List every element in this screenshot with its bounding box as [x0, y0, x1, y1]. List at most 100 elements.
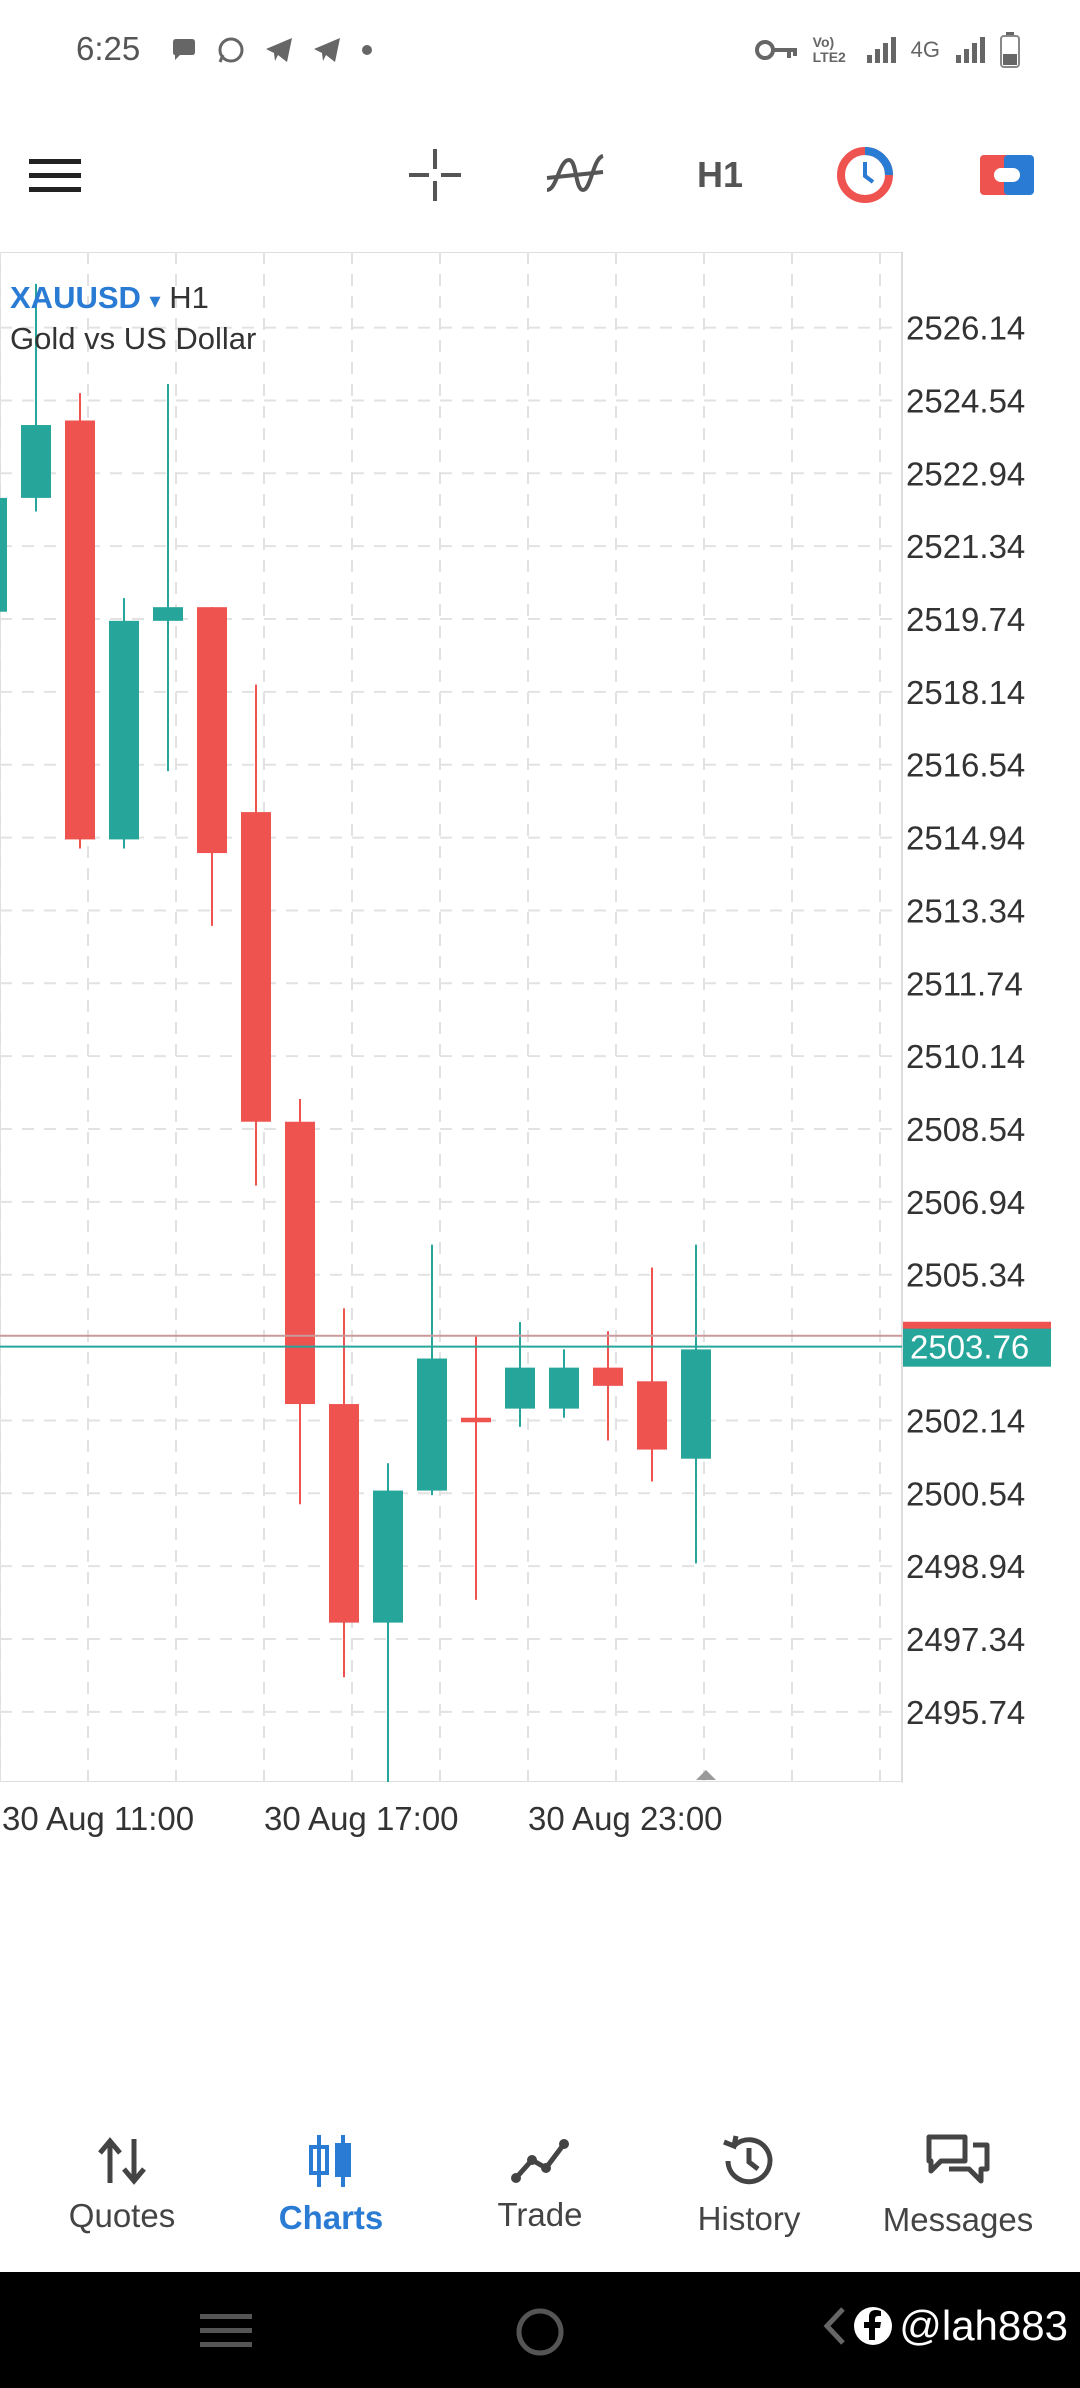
nav-quotes[interactable]: Quotes: [22, 2100, 222, 2270]
candle-body: [593, 1367, 623, 1386]
y-tick-label: 2514.94: [906, 820, 1025, 857]
status-bar: 6:25 Vo) LTE2 4G: [0, 0, 1080, 100]
candle-body: [373, 1490, 403, 1623]
y-tick-label: 2524.54: [906, 382, 1025, 419]
y-tick-label: 2522.94: [906, 455, 1025, 492]
timeframe-label: H1: [696, 154, 744, 195]
candle-body: [461, 1417, 491, 1423]
x-tick-label: 30 Aug 17:00: [264, 1800, 459, 1837]
key-icon: [754, 40, 797, 60]
candle-body: [681, 1349, 711, 1459]
nav-history[interactable]: History: [649, 2100, 849, 2270]
candle-body: [549, 1367, 579, 1409]
y-tick-label: 2495.74: [906, 1694, 1025, 1731]
candlestick-icon: [309, 2135, 351, 2187]
candle-body: [417, 1358, 447, 1491]
status-time: 6:25: [76, 30, 141, 67]
y-tick-label: 2513.34: [906, 892, 1025, 929]
candle-body: [241, 812, 271, 1122]
y-tick-label: 2521.34: [906, 528, 1025, 565]
facebook-icon: [854, 2307, 893, 2345]
volte-label: Vo) LTE2: [812, 34, 846, 65]
battery-icon: [1000, 32, 1020, 68]
indicators-button[interactable]: [540, 120, 610, 230]
symbol-info: XAUUSD ▾ H1 Gold vs US Dollar: [10, 278, 256, 357]
candle-body: [505, 1367, 535, 1409]
clock-icon: [837, 147, 893, 203]
plot-frame: [0, 251, 903, 1783]
y-tick-label: 2498.94: [906, 1548, 1025, 1585]
chart-toolbar: H1: [0, 120, 1080, 230]
y-tick-label: 2510.14: [906, 1038, 1025, 1075]
symbol-dropdown-icon[interactable]: ▾: [149, 288, 161, 313]
candle-body: [153, 607, 183, 621]
y-tick-label: 2497.34: [906, 1621, 1025, 1658]
back-chevron-icon[interactable]: [821, 2305, 847, 2347]
symbol-timeframe: H1: [169, 280, 209, 315]
y-tick-label: 2518.14: [906, 674, 1025, 711]
y-tick-label: 2519.74: [906, 601, 1025, 638]
status-right-icons: Vo) LTE2 4G: [754, 28, 1020, 72]
timeframe-button[interactable]: H1: [685, 120, 755, 230]
symbol-description: Gold vs US Dollar: [10, 321, 257, 356]
quotes-arrows-icon: [98, 2137, 146, 2185]
home-button[interactable]: [514, 2306, 566, 2358]
menu-button[interactable]: [20, 120, 90, 230]
signal-icon: [866, 37, 896, 63]
recent-apps-button[interactable]: [200, 2310, 252, 2350]
y-tick-label: 2508.54: [906, 1111, 1025, 1148]
one-click-trading-icon: [980, 155, 1034, 195]
telegram-icon: [266, 38, 292, 62]
watermark: @lah883: [821, 2302, 1068, 2350]
candle-body: [65, 420, 95, 840]
one-click-trading-button[interactable]: [972, 120, 1042, 230]
nav-trade[interactable]: Trade: [440, 2100, 640, 2270]
nav-history-label: History: [697, 2200, 801, 2237]
x-tick-label: 30 Aug 23:00: [528, 1800, 723, 1837]
network-4g-label: 4G: [910, 37, 940, 62]
current-price-label: 2503.76: [910, 1329, 1029, 1366]
y-tick-label: 2505.34: [906, 1257, 1025, 1294]
candle-body: [329, 1404, 359, 1623]
indicator-curve-icon: [546, 154, 605, 193]
crosshair-icon: [409, 149, 461, 201]
nav-charts[interactable]: Charts: [231, 2100, 431, 2270]
y-tick-label: 2516.54: [906, 747, 1025, 784]
status-left-icons: [170, 30, 374, 70]
bid-price-tag: [903, 1328, 1051, 1367]
nav-messages[interactable]: Messages: [858, 2100, 1058, 2270]
whatsapp-icon: [218, 37, 244, 63]
y-tick-label: 2526.14: [906, 310, 1025, 347]
current-bar-marker: [696, 1770, 716, 1780]
system-nav-bar: [0, 2272, 1080, 2388]
x-tick-label: 30 Aug 11:00: [2, 1800, 194, 1837]
y-tick-label: 2506.94: [906, 1184, 1025, 1221]
clock-button[interactable]: [830, 120, 900, 230]
y-tick-label: 2511.74: [906, 965, 1023, 1002]
nav-messages-label: Messages: [882, 2201, 1034, 2238]
messages-icon: [926, 2134, 990, 2184]
nav-charts-label: Charts: [278, 2199, 384, 2236]
telegram-icon-2: [314, 38, 340, 62]
candle-body: [0, 497, 7, 612]
chat-icon: [173, 39, 195, 60]
symbol-name[interactable]: XAUUSD: [10, 280, 141, 315]
history-clock-icon: [723, 2135, 773, 2185]
dot-icon: [362, 45, 372, 55]
candle-body: [285, 1121, 315, 1405]
nav-quotes-label: Quotes: [68, 2197, 176, 2234]
crosshair-button[interactable]: [400, 120, 470, 230]
price-chart[interactable]: 2526.14 2524.54 2522.94 2521.34 2519.74 2518.…: [0, 251, 1080, 2052]
signal-icon-2: [956, 37, 985, 63]
y-tick-label: 2500.54: [906, 1475, 1025, 1512]
x-axis-area: [0, 1782, 902, 1842]
hamburger-icon: [29, 159, 81, 192]
watermark-text: @lah883: [899, 2302, 1068, 2349]
candlestick-chart[interactable]: 2526.14 2524.54 2522.94 2521.34 2519.74 2518.…: [0, 251, 1080, 2052]
y-tick-label: 2502.14: [906, 1402, 1025, 1439]
candle-body: [637, 1381, 667, 1450]
candle-body: [197, 607, 227, 854]
trade-line-icon: [511, 2139, 569, 2183]
bottom-nav: Quotes Charts Trade History Messages: [0, 2100, 1080, 2270]
nav-trade-label: Trade: [497, 2196, 583, 2233]
